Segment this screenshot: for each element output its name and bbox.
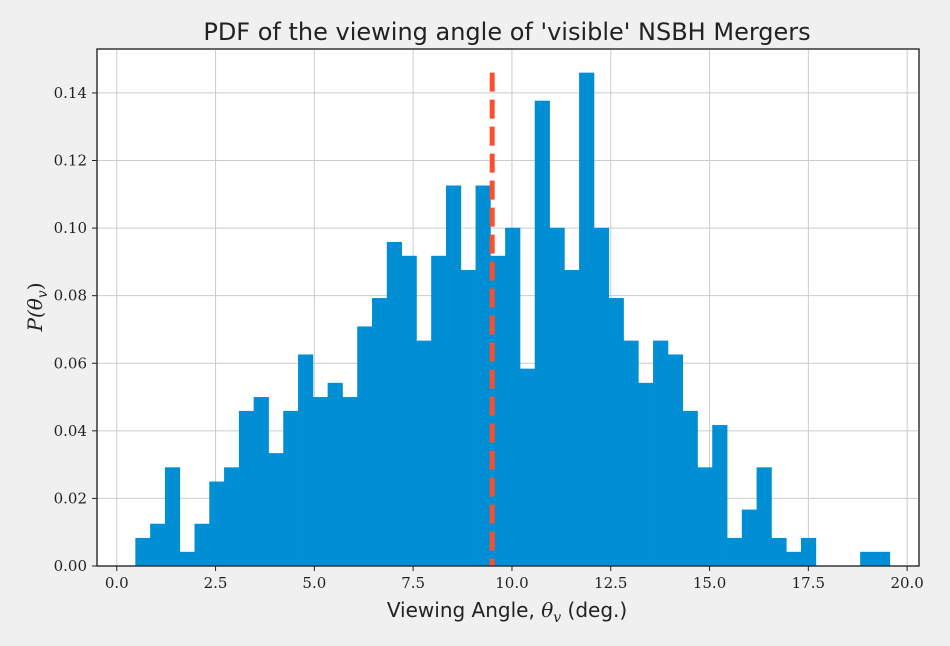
histogram-bar bbox=[519, 368, 536, 566]
bars-layer bbox=[135, 72, 891, 567]
histogram-bar bbox=[357, 326, 373, 566]
y-tick-label: 0.02 bbox=[54, 489, 87, 507]
y-tick-label: 0.14 bbox=[54, 84, 87, 102]
y-tick-label: 0.06 bbox=[54, 354, 87, 372]
x-tick-label: 7.5 bbox=[401, 574, 425, 592]
histogram-bar bbox=[194, 523, 210, 566]
histogram-bar bbox=[416, 340, 432, 566]
histogram-bar bbox=[372, 298, 388, 566]
histogram-bar bbox=[682, 410, 698, 566]
histogram-bar bbox=[741, 509, 757, 566]
histogram-bar bbox=[653, 340, 669, 566]
histogram-bar bbox=[224, 467, 240, 566]
histogram-bar bbox=[253, 397, 269, 566]
ticks-layer: 0.0 2.5 5.0 7.5 10.0 12.5 15.0 17.5 20.0 0.00 0.02… bbox=[54, 84, 924, 592]
y-tick-label: 0.08 bbox=[54, 287, 87, 305]
x-tick-label: 17.5 bbox=[792, 574, 825, 592]
chart-title: PDF of the viewing angle of 'visible' NS… bbox=[203, 18, 810, 46]
y-tick-label: 0.04 bbox=[54, 422, 87, 440]
histogram-bar bbox=[697, 467, 713, 566]
histogram-bar bbox=[342, 397, 358, 566]
histogram-bar bbox=[564, 269, 580, 566]
histogram-bar bbox=[860, 551, 876, 566]
histogram-bar bbox=[771, 537, 787, 566]
y-tick-label: 0.00 bbox=[54, 557, 87, 575]
x-tick-label: 12.5 bbox=[594, 574, 627, 592]
histogram-bar bbox=[401, 255, 417, 567]
histogram-bar bbox=[386, 241, 402, 567]
histogram-bar bbox=[150, 523, 166, 566]
histogram-bar bbox=[549, 227, 565, 566]
histogram-bar bbox=[298, 354, 314, 566]
x-tick-label: 0.0 bbox=[105, 574, 129, 592]
histogram-bar bbox=[623, 340, 639, 566]
histogram-bar bbox=[874, 551, 891, 566]
histogram-bar bbox=[667, 354, 684, 566]
y-tick-label: 0.10 bbox=[54, 219, 87, 237]
histogram-bar bbox=[135, 537, 151, 566]
histogram-bar bbox=[593, 227, 610, 566]
histogram-bar bbox=[238, 410, 255, 566]
y-axis-label: P(θv) bbox=[23, 282, 51, 332]
histogram-bar bbox=[608, 298, 624, 566]
histogram-bar bbox=[786, 551, 802, 566]
histogram-bar bbox=[505, 227, 521, 566]
x-tick-label: 20.0 bbox=[890, 574, 923, 592]
y-tick-label: 0.12 bbox=[54, 152, 87, 170]
histogram-bar bbox=[712, 425, 728, 566]
histogram-bar bbox=[179, 551, 195, 566]
histogram-bar bbox=[209, 481, 225, 566]
histogram-bar bbox=[268, 453, 284, 566]
x-axis-label: Viewing Angle, θv (deg.) bbox=[387, 598, 627, 626]
x-tick-label: 2.5 bbox=[204, 574, 228, 592]
histogram-bar bbox=[800, 537, 817, 566]
histogram-bar bbox=[431, 255, 447, 567]
histogram-bar bbox=[756, 467, 772, 566]
histogram-bar bbox=[579, 72, 595, 566]
histogram-bar bbox=[460, 269, 476, 566]
x-tick-label: 15.0 bbox=[693, 574, 726, 592]
histogram-bar bbox=[327, 382, 343, 566]
plot-frame bbox=[96, 48, 920, 567]
histogram-bar bbox=[312, 397, 329, 566]
histogram-bar bbox=[445, 185, 462, 567]
histogram-bar bbox=[727, 537, 743, 566]
histogram-bar bbox=[475, 185, 491, 567]
x-tick-label: 5.0 bbox=[302, 574, 326, 592]
histogram-bar bbox=[638, 382, 654, 566]
histogram-bar bbox=[164, 467, 181, 566]
x-tick-label: 10.0 bbox=[495, 574, 528, 592]
histogram-bar bbox=[283, 410, 299, 566]
histogram-bar bbox=[534, 100, 550, 566]
